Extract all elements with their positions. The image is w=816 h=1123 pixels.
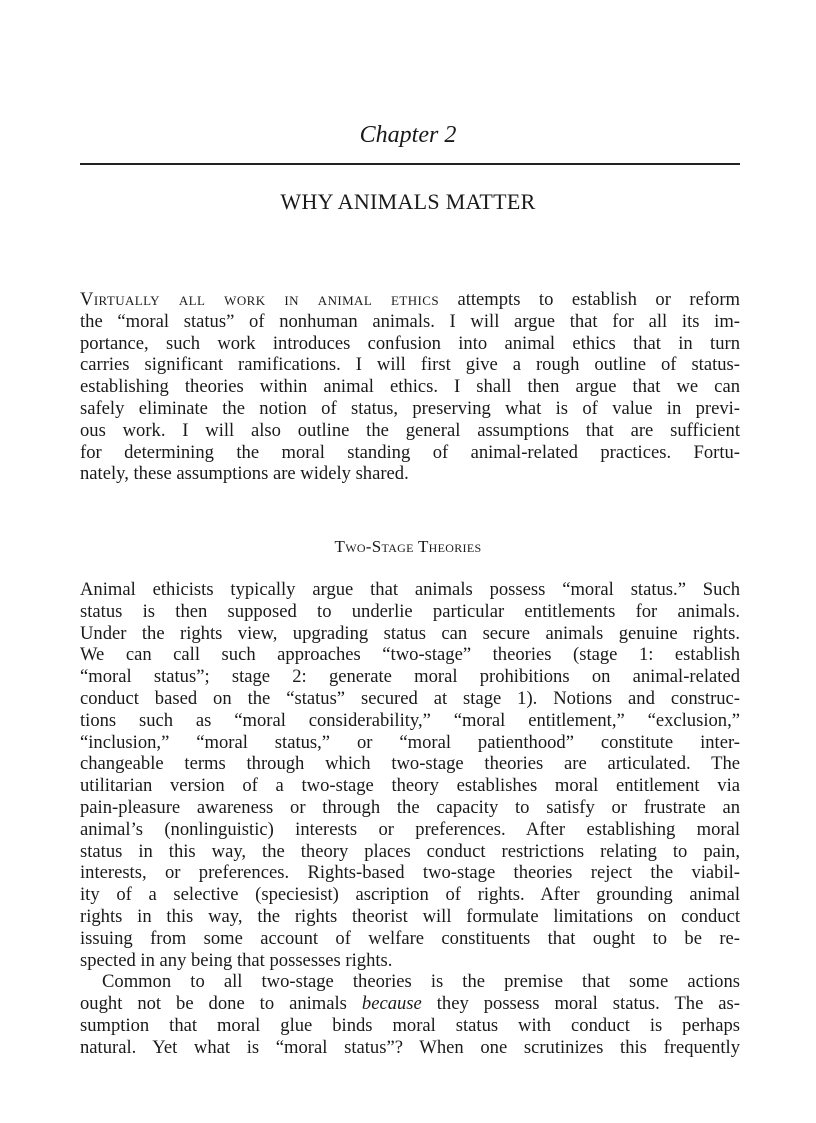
text-line: status in this way, the theory places co…	[80, 840, 740, 862]
chapter-label: Chapter 2	[359, 122, 457, 148]
text-line: sumption that moral glue binds moral sta…	[80, 1014, 740, 1036]
text-run: they possess moral status. The as-	[421, 993, 740, 1015]
text-line: rights in this way, the rights theorist …	[80, 905, 740, 927]
text-line: nately, these assumptions are widely sha…	[80, 463, 409, 485]
text-line: carries significant ramifications. I wil…	[80, 354, 740, 376]
text-line: interests, or preferences. Rights-based …	[80, 862, 740, 884]
text-line: ought not be done to animals because the…	[80, 993, 740, 1015]
text-line: conduct based on the “status” secured at…	[80, 687, 740, 709]
text-line: safely eliminate the notion of status, p…	[80, 397, 740, 419]
text-line: “inclusion,” “moral status,” or “moral p…	[80, 731, 740, 753]
chapter-rule	[80, 163, 740, 165]
intro-paragraph: Virtually all work in animal ethics atte…	[80, 289, 740, 485]
text-line: We can call such approaches “two-stage” …	[80, 644, 740, 666]
text-line: Virtually all work in animal ethics atte…	[80, 289, 740, 311]
lead-in-small-caps: Virtually all work in animal ethics	[80, 289, 439, 310]
text-line: Common to all two-stage theories is the …	[102, 971, 740, 993]
text-line: issuing from some account of welfare con…	[80, 927, 740, 949]
paragraph-two-stage: Animal ethicists typically argue that an…	[80, 579, 740, 971]
text-line: animal’s (nonlinguistic) interests or pr…	[80, 818, 740, 840]
text-line: portance, such work introduces confusion…	[80, 332, 740, 354]
text-line: ous work. I will also outline the genera…	[80, 419, 740, 441]
text-line: changeable terms through which two-stage…	[80, 753, 740, 775]
chapter-title: WHY ANIMALS MATTER	[280, 189, 536, 214]
section-heading: Two-Stage Theories	[334, 537, 482, 556]
text-line: natural. Yet what is “moral status”? Whe…	[80, 1036, 740, 1058]
text-line: establishing theories within animal ethi…	[80, 376, 740, 398]
text-line: the “moral status” of nonhuman animals. …	[80, 310, 740, 332]
paragraph-common: Common to all two-stage theories is the …	[80, 971, 740, 1058]
text-line: tions such as “moral considerability,” “…	[80, 709, 740, 731]
text-line: utilitarian version of a two-stage theor…	[80, 775, 740, 797]
text-line: pain-pleasure awareness or through the c…	[80, 796, 740, 818]
text-line: “moral status”; stage 2: generate moral …	[80, 666, 740, 688]
text-line: Animal ethicists typically argue that an…	[80, 579, 740, 600]
text-line: Under the rights view, upgrading status …	[80, 622, 740, 644]
text-line: for determining the moral standing of an…	[80, 441, 740, 463]
text-line: ity of a selective (speciesist) ascripti…	[80, 884, 740, 906]
body-text: Animal ethicists typically argue that an…	[80, 579, 740, 1059]
emphasis-text: because	[361, 993, 422, 1015]
text-line: status is then supposed to underlie part…	[80, 600, 740, 622]
text-run: attempts to establish or reform	[438, 289, 740, 310]
text-line: spected in any being that possesses righ…	[80, 949, 393, 971]
text-run: ought not be done to animals	[80, 993, 362, 1015]
